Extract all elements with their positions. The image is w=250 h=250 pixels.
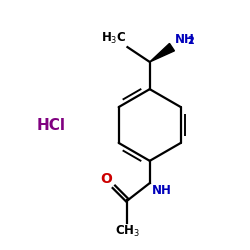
Text: H$_3$C: H$_3$C — [101, 31, 126, 46]
Text: CH$_3$: CH$_3$ — [115, 224, 140, 239]
Text: NH: NH — [175, 33, 195, 46]
Text: 2: 2 — [187, 36, 194, 46]
Text: HCl: HCl — [36, 118, 65, 132]
Text: O: O — [100, 172, 112, 185]
Polygon shape — [150, 44, 174, 62]
Text: NH: NH — [152, 184, 172, 197]
